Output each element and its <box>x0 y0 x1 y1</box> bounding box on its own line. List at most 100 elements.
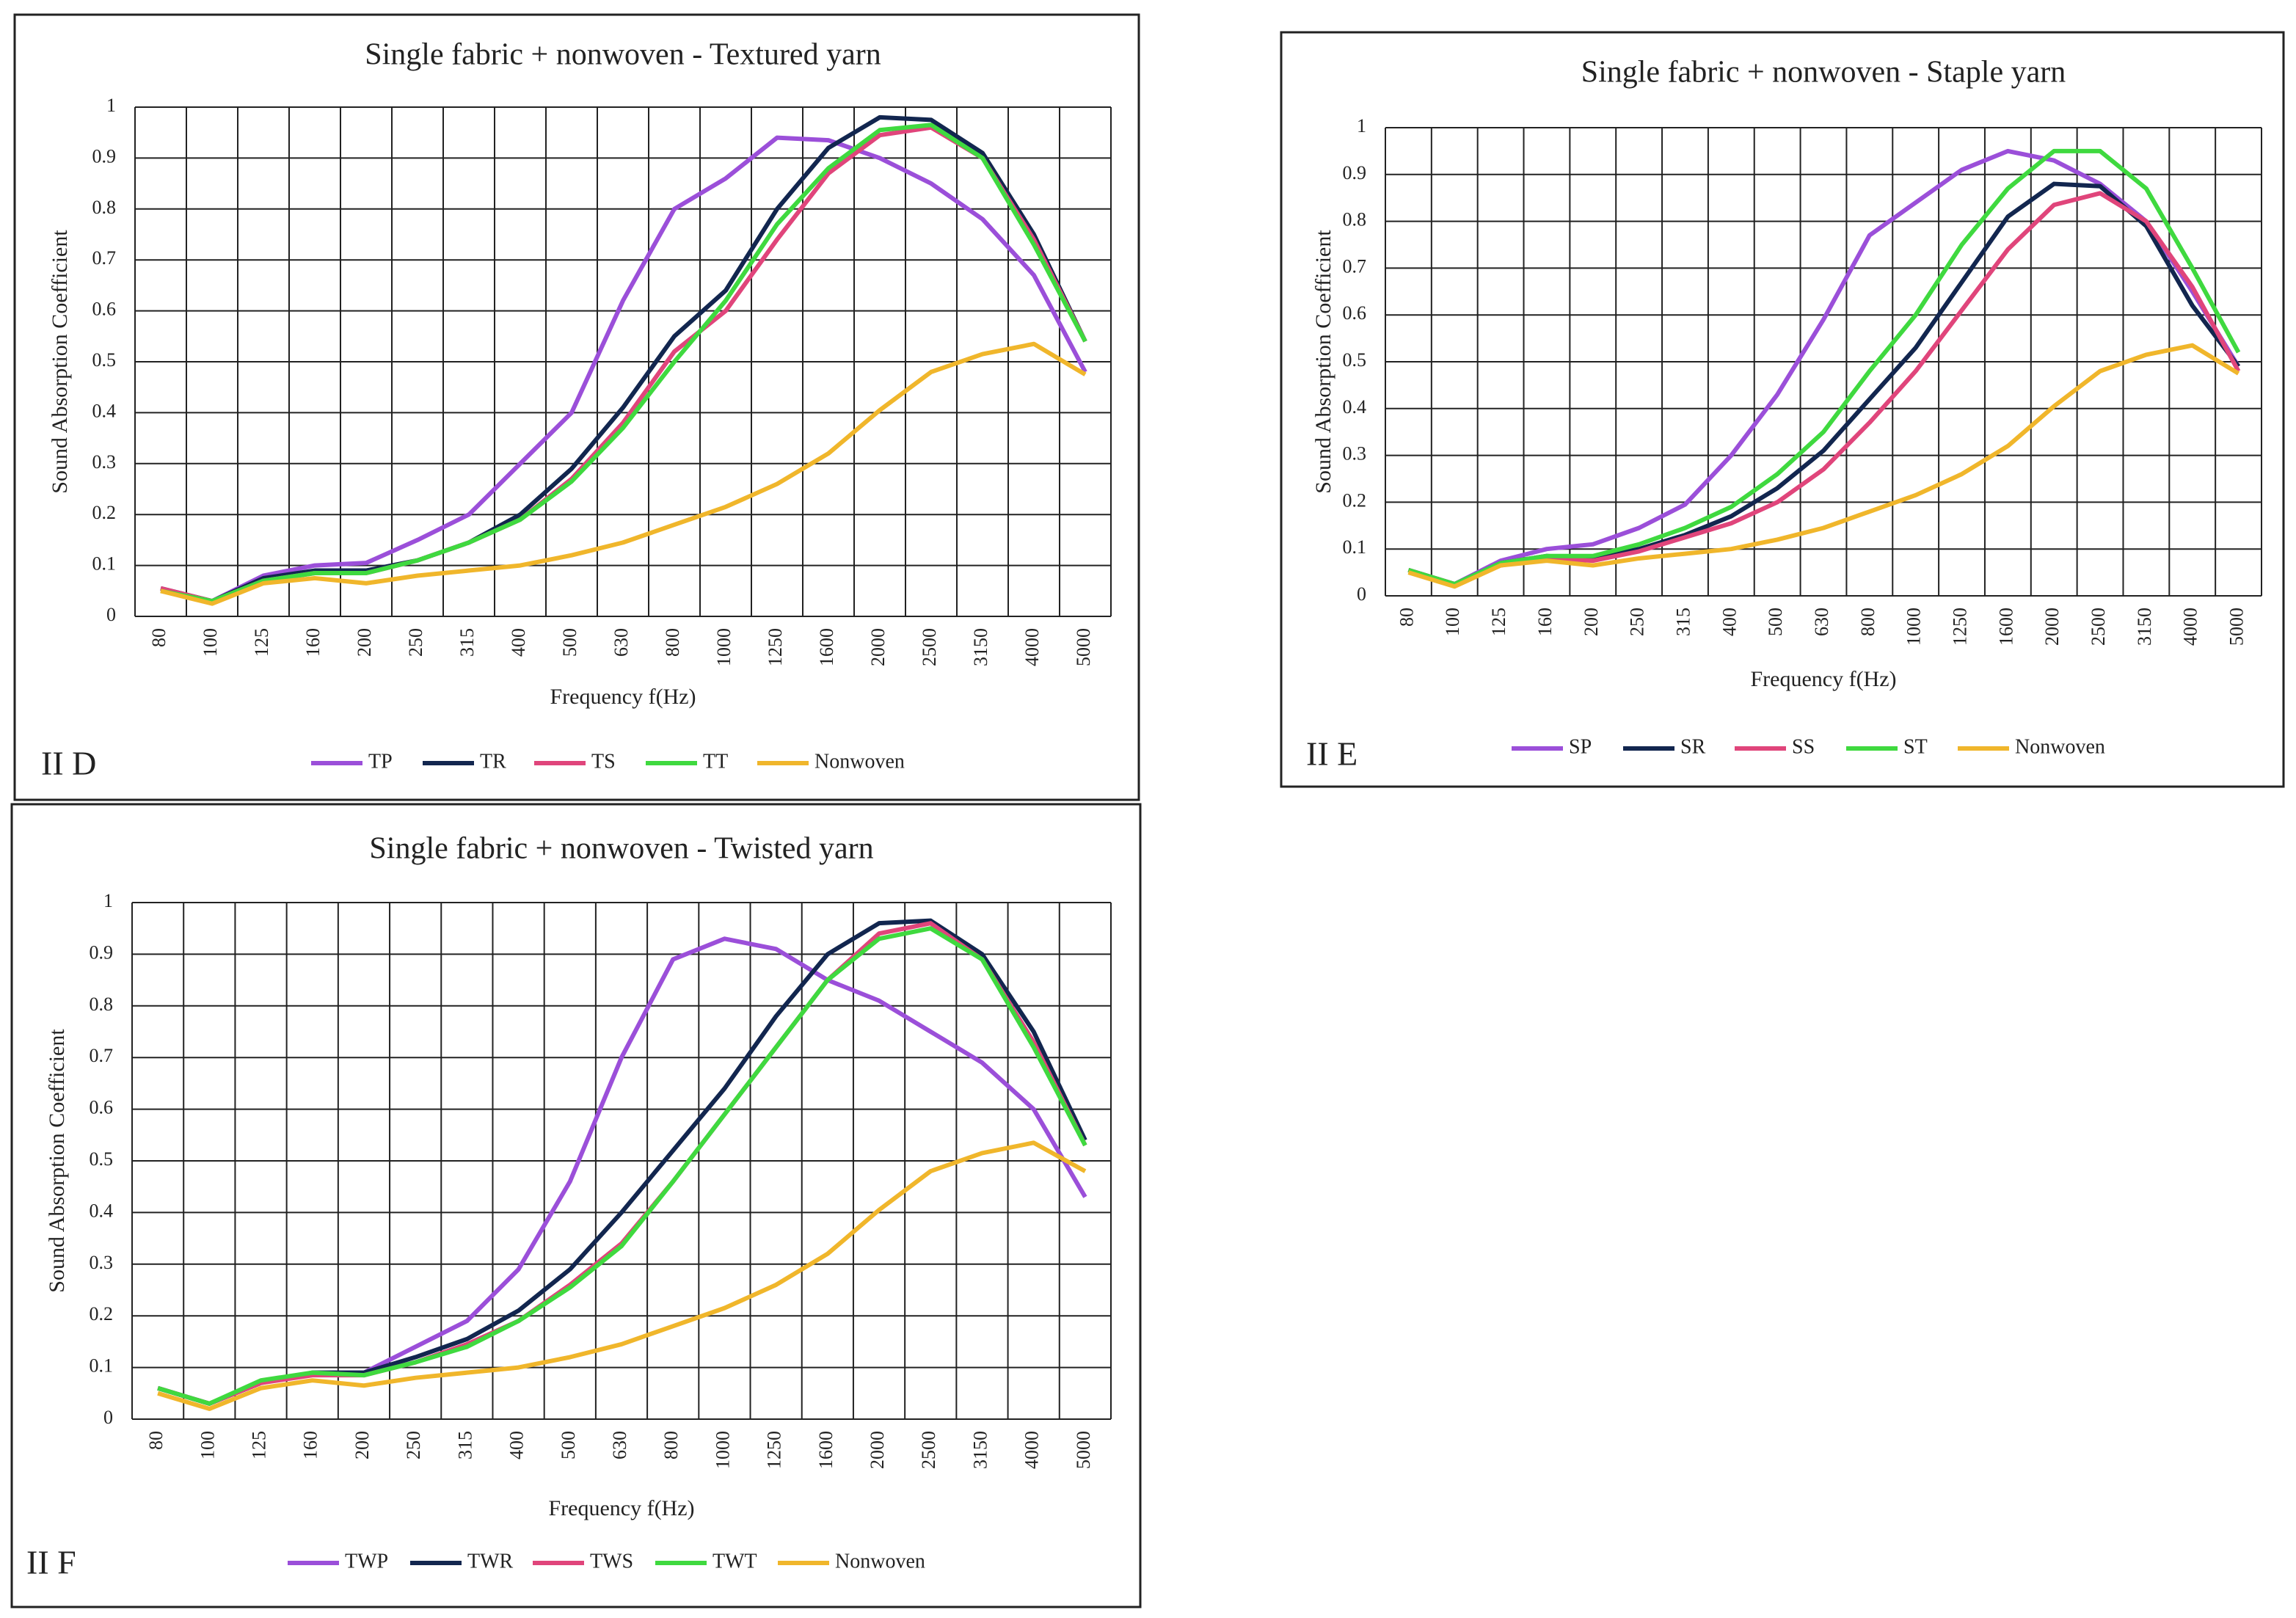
x-tick-label: 100 <box>200 628 221 657</box>
x-tick-label: 5000 <box>1073 628 1094 666</box>
y-tick-label: 0.2 <box>90 1303 114 1324</box>
y-axis-title: Sound Absorption Coefficient <box>45 1029 69 1293</box>
chart-title: Single fabric + nonwoven - Twisted yarn <box>369 832 873 866</box>
x-axis-title: Frequency f(Hz) <box>550 685 696 709</box>
x-tick-label: 125 <box>251 628 272 657</box>
x-tick-label: 800 <box>660 1431 682 1460</box>
legend-label: SP <box>1569 735 1592 758</box>
legend-label: TWS <box>590 1550 633 1573</box>
x-tick-label: 125 <box>1488 608 1509 636</box>
legend-label: TT <box>703 750 728 773</box>
x-tick-label: 250 <box>1627 608 1648 636</box>
series-line <box>157 926 1087 1406</box>
panel-frame <box>1280 31 2285 788</box>
y-tick-label: 0.1 <box>90 1355 114 1377</box>
x-tick-label: 200 <box>354 628 375 657</box>
x-tick-label: 500 <box>558 1431 579 1460</box>
y-tick-label: 0.8 <box>90 994 114 1015</box>
x-tick-label: 500 <box>559 628 580 657</box>
legend-label: Nonwoven <box>814 750 905 773</box>
panel-frame <box>13 13 1140 801</box>
y-tick-label: 0.6 <box>92 299 117 320</box>
y-tick-label: 0.2 <box>92 502 117 523</box>
x-tick-label: 800 <box>662 628 683 657</box>
x-tick-label: 1250 <box>764 1431 785 1469</box>
panel-label: II D <box>41 745 96 782</box>
y-tick-label: 0.9 <box>92 145 117 167</box>
legend-label: Nonwoven <box>2015 735 2105 758</box>
panel-label: II E <box>1306 735 1357 773</box>
legend-label: TWR <box>467 1550 514 1573</box>
x-tick-label: 80 <box>145 1431 167 1450</box>
y-tick-label: 0.3 <box>92 451 117 473</box>
x-tick-label: 2500 <box>918 1431 939 1469</box>
x-tick-label: 400 <box>508 628 529 657</box>
y-tick-label: 0.6 <box>90 1097 114 1118</box>
x-axis-title: Frequency f(Hz) <box>1750 667 1896 691</box>
x-tick-label: 160 <box>300 1431 321 1460</box>
x-tick-label: 200 <box>351 1431 373 1460</box>
legend-label: TP <box>368 750 393 773</box>
x-tick-label: 4000 <box>1021 1431 1043 1469</box>
y-tick-label: 0.9 <box>1343 162 1367 183</box>
x-tick-label: 200 <box>1581 608 1602 636</box>
x-tick-label: 1000 <box>1903 608 1925 646</box>
legend-label: TR <box>480 750 506 773</box>
chart-title: Single fabric + nonwoven - Staple yarn <box>1581 56 2066 90</box>
x-tick-label: 160 <box>302 628 324 657</box>
x-tick-label: 4000 <box>1021 628 1043 666</box>
chart-panel: Single fabric + nonwoven - Textured yarn… <box>13 13 1140 801</box>
x-tick-label: 1600 <box>816 628 837 666</box>
x-tick-label: 630 <box>611 628 632 657</box>
y-tick-label: 0.7 <box>92 247 117 269</box>
series-line <box>160 135 1087 604</box>
y-tick-label: 0.6 <box>1343 302 1367 324</box>
x-tick-label: 1000 <box>712 1431 733 1469</box>
x-tick-label: 1600 <box>815 1431 837 1469</box>
legend-label: TWP <box>345 1550 388 1573</box>
x-axis-title: Frequency f(Hz) <box>548 1496 694 1520</box>
series-line <box>160 341 1087 606</box>
y-axis-title: Sound Absorption Coefficient <box>1311 230 1335 494</box>
x-tick-label: 630 <box>1811 608 1832 636</box>
x-tick-label: 800 <box>1857 608 1878 636</box>
x-tick-label: 250 <box>403 1431 424 1460</box>
x-tick-label: 2000 <box>867 628 889 666</box>
x-tick-label: 500 <box>1765 608 1786 636</box>
legend-label: ST <box>1903 735 1928 758</box>
x-tick-label: 5000 <box>1073 1431 1094 1469</box>
y-tick-label: 0.3 <box>90 1252 114 1273</box>
x-tick-label: 125 <box>248 1431 269 1460</box>
x-tick-label: 2000 <box>867 1431 888 1469</box>
y-tick-label: 0 <box>106 604 116 625</box>
x-tick-label: 315 <box>456 628 478 657</box>
x-tick-label: 1250 <box>1949 608 1970 646</box>
y-tick-label: 0.4 <box>1343 396 1367 418</box>
x-tick-label: 400 <box>506 1431 528 1460</box>
series-line <box>1407 148 2241 587</box>
x-tick-label: 315 <box>1672 608 1694 636</box>
y-tick-label: 0.1 <box>92 553 117 575</box>
legend-label: Nonwoven <box>835 1550 925 1573</box>
series-line <box>1407 148 2241 587</box>
x-tick-label: 4000 <box>2180 608 2201 646</box>
x-tick-label: 400 <box>1719 608 1740 636</box>
series-line <box>160 114 1087 604</box>
x-tick-label: 2000 <box>2041 608 2063 646</box>
x-tick-label: 630 <box>609 1431 630 1460</box>
x-tick-label: 315 <box>454 1431 475 1460</box>
chart-panel: Single fabric + nonwoven - Twisted yarn 0… <box>10 803 1142 1608</box>
series-line <box>1407 343 2240 589</box>
panel-label: II F <box>26 1544 76 1581</box>
legend-label: SR <box>1680 735 1706 758</box>
y-tick-label: 0.7 <box>90 1045 114 1066</box>
y-tick-label: 0.1 <box>1343 536 1367 558</box>
y-tick-label: 0.5 <box>90 1148 114 1170</box>
y-tick-label: 0.4 <box>90 1200 114 1221</box>
y-axis-title: Sound Absorption Coefficient <box>48 230 72 494</box>
x-tick-label: 1600 <box>1995 608 2016 646</box>
y-tick-label: 0.3 <box>1343 443 1367 464</box>
series-line <box>1407 191 2241 587</box>
x-tick-label: 160 <box>1534 608 1556 636</box>
